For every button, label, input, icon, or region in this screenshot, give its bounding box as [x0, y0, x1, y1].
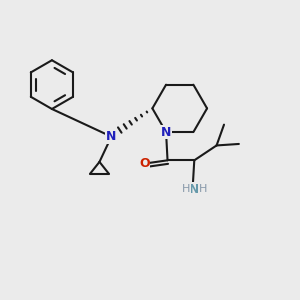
Text: N: N: [106, 130, 116, 143]
Text: H: H: [198, 184, 207, 194]
Text: O: O: [139, 157, 150, 170]
Text: N: N: [189, 183, 200, 196]
Text: H: H: [182, 184, 190, 194]
Text: N: N: [161, 126, 171, 139]
